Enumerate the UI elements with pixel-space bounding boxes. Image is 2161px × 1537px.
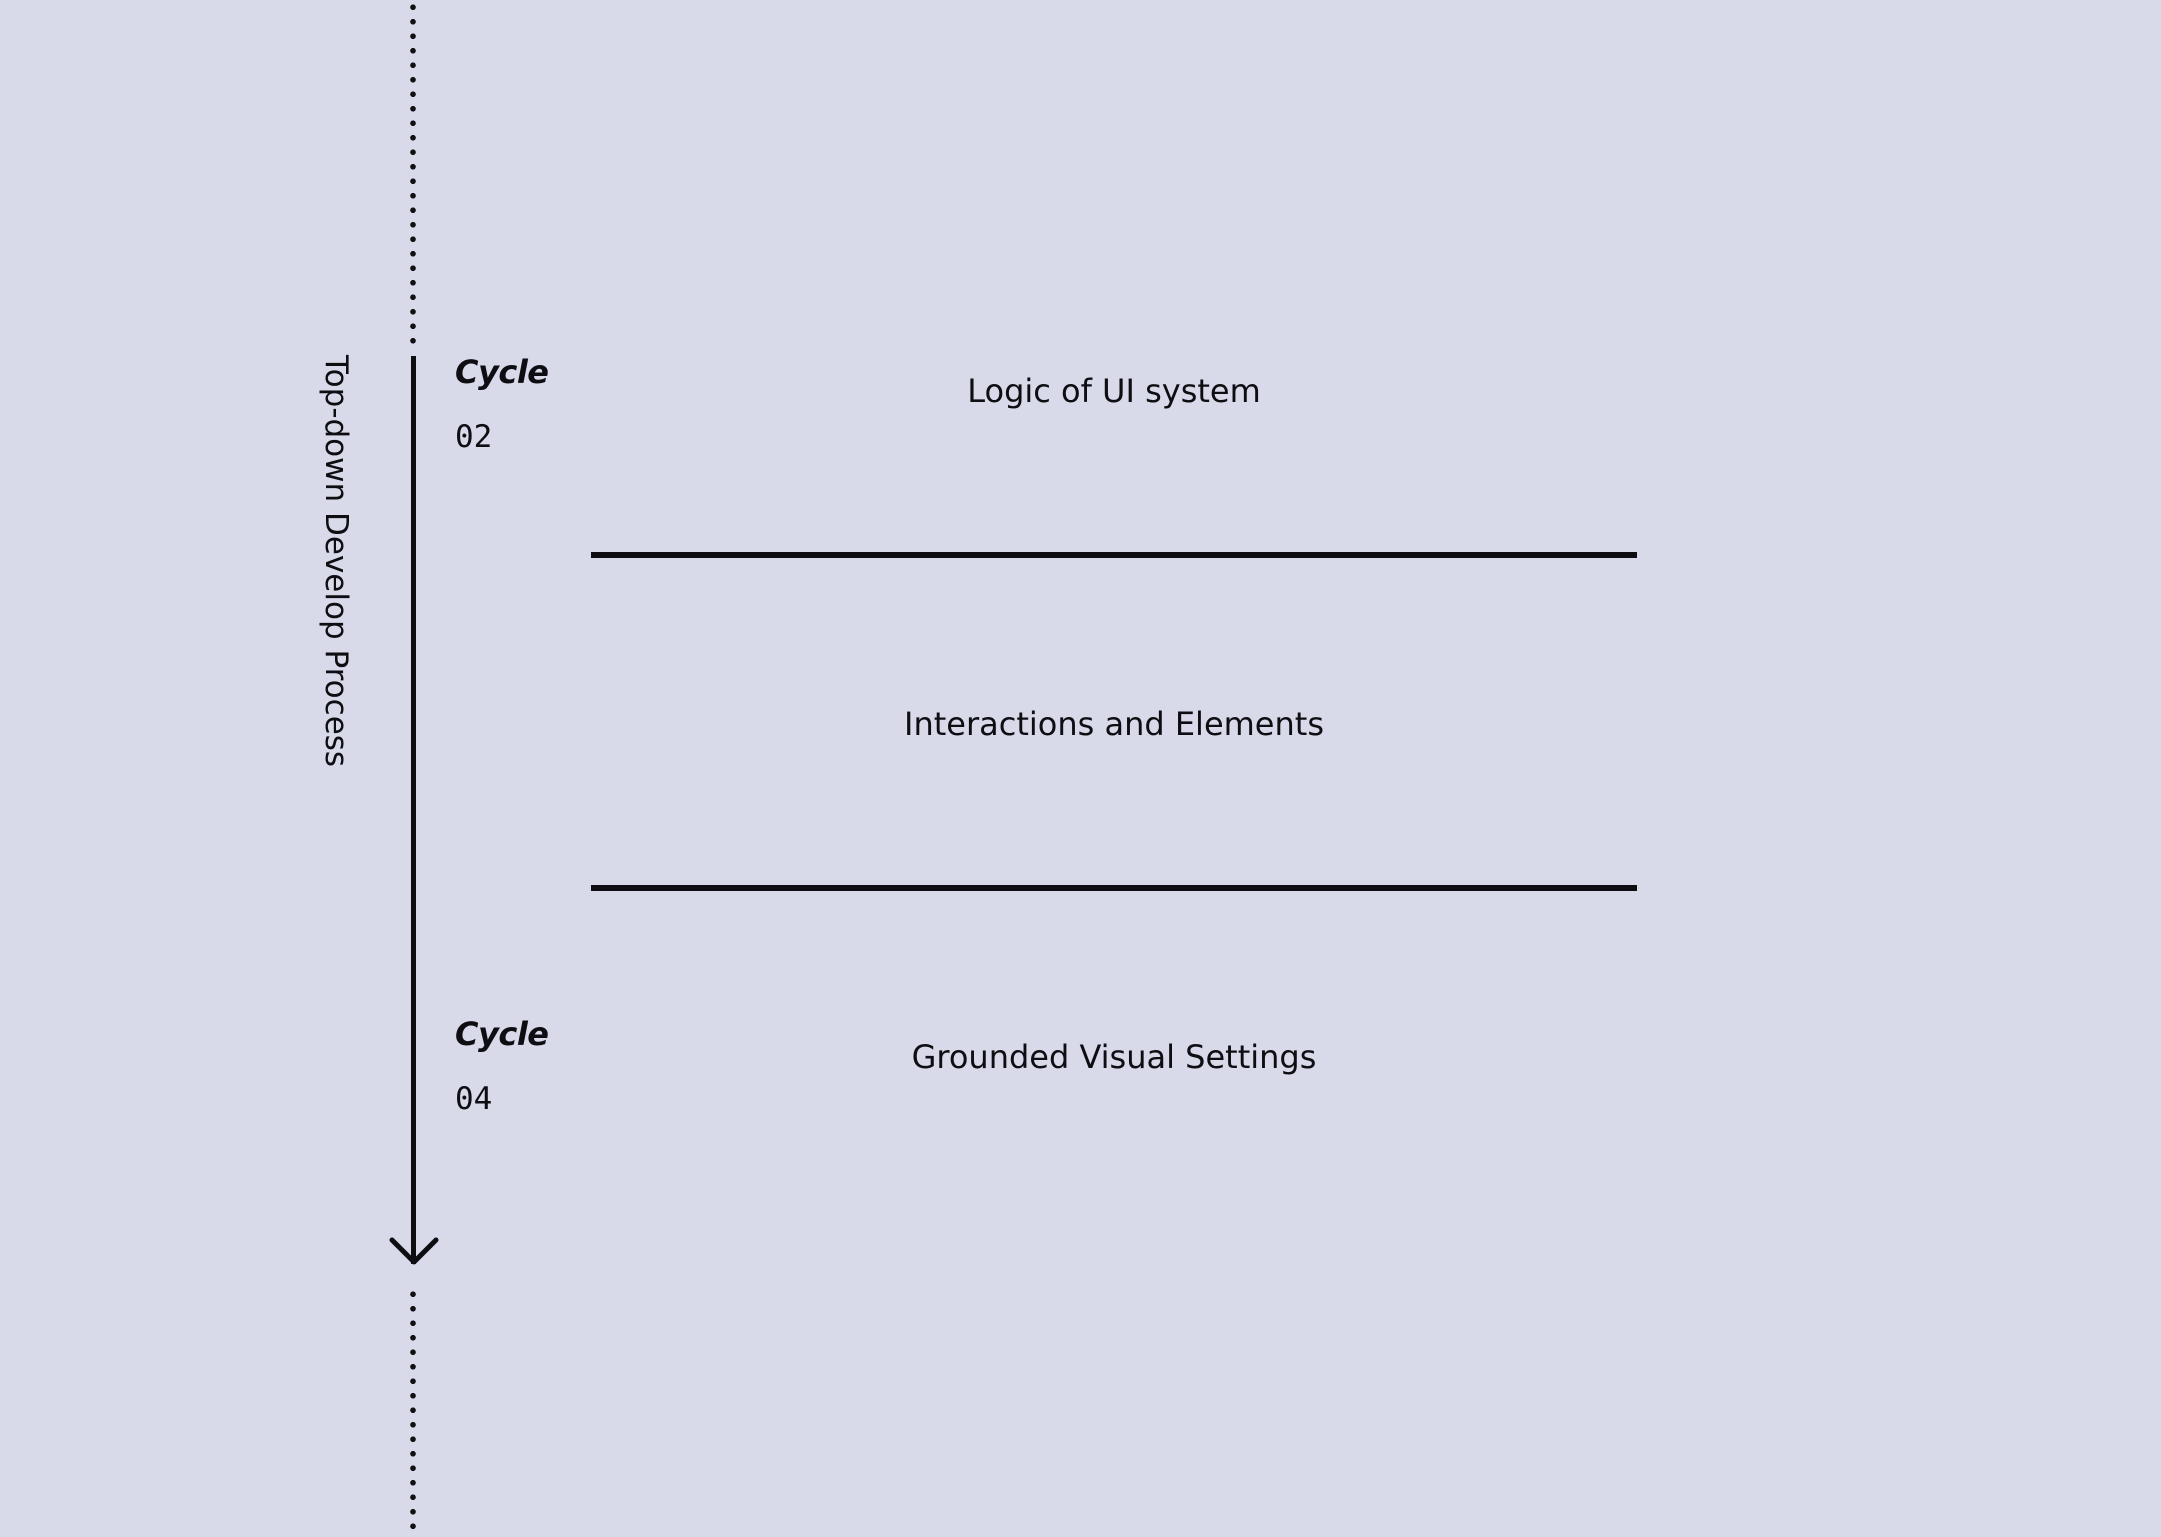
layer-label-interactions: Interactions and Elements: [904, 705, 1324, 743]
layer-divider: [591, 885, 1637, 891]
layer-label-visual: Grounded Visual Settings: [911, 1038, 1317, 1076]
process-axis-label: Top-down Develop Process: [318, 355, 354, 768]
cycle-marker-label: Cycle: [455, 1015, 549, 1053]
cycle-marker-label: Cycle: [455, 353, 549, 391]
process-axis-line: [411, 356, 416, 1264]
cycle-marker-number: 04: [455, 1081, 493, 1117]
dotted-line-top: [410, 0, 416, 345]
dotted-line-bottom: [410, 1287, 416, 1537]
cycle-marker-number: 02: [455, 419, 493, 455]
down-arrow-icon: [389, 1237, 439, 1265]
layer-divider: [591, 552, 1637, 558]
layer-label-logic: Logic of UI system: [967, 372, 1261, 410]
